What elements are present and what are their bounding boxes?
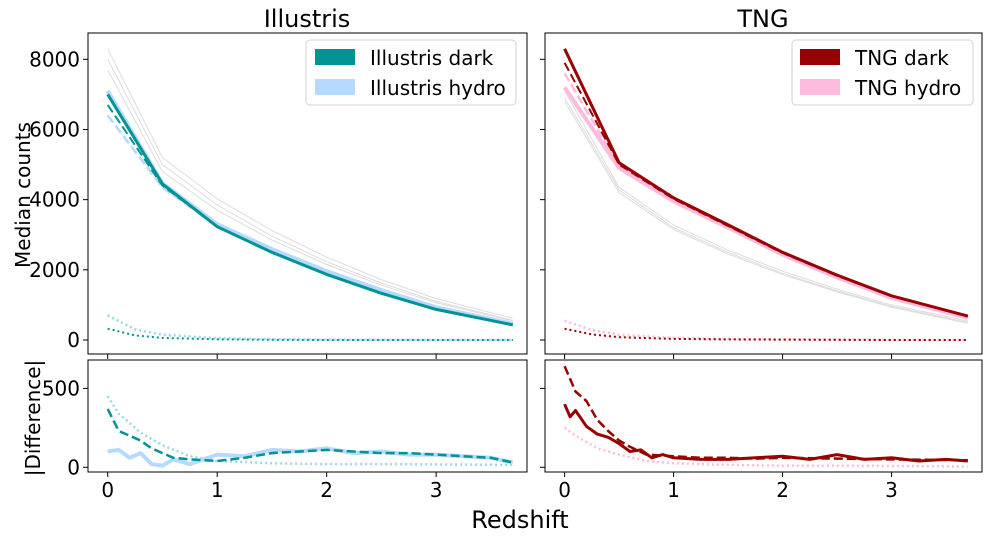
legend-label-illustris-hydro: Illustris hydro — [370, 76, 506, 100]
x-tick-label: 2 — [320, 478, 333, 502]
series-line-grey — [564, 97, 968, 323]
x-tick-label: 1 — [667, 478, 680, 502]
x-tick-label: 2 — [776, 478, 789, 502]
legend-swatch-tng-dark — [800, 49, 840, 65]
ylabel-difference: |Difference| — [21, 360, 45, 477]
series-line-hydro-dashed — [106, 114, 514, 326]
y-tick-label: 0 — [67, 455, 80, 479]
legend-tng: TNG dark TNG hydro — [791, 39, 974, 106]
x-tick-label: 0 — [558, 478, 571, 502]
series-illustris-diff — [106, 395, 514, 468]
ticks-tng-main — [540, 58, 893, 359]
title-tng: TNG — [736, 5, 788, 33]
legend-swatch-tng-hydro — [800, 79, 840, 95]
x-tick-label: 1 — [211, 478, 224, 502]
ylabel-median-counts: Median counts — [11, 122, 35, 268]
axes-tng-main — [544, 32, 983, 355]
y-tick-label: 4000 — [29, 188, 80, 212]
y-tick-label: 0 — [67, 328, 80, 352]
legend-frame — [305, 39, 517, 106]
ticks-illustris-main: 0 2000 4000 6000 8000 — [29, 47, 437, 359]
legend-label-tng-hydro: TNG hydro — [854, 76, 961, 100]
series-line-dark-dashed — [106, 408, 514, 464]
series-line-dark-dashed — [106, 104, 513, 326]
series-line-grey — [564, 90, 968, 322]
axes-illustris-main — [87, 32, 528, 355]
series-line-dark — [106, 93, 514, 327]
legend-label-illustris-dark: Illustris dark — [370, 46, 494, 70]
legend-swatch-illustris-hydro — [315, 79, 355, 95]
axes-illustris-diff — [87, 359, 528, 473]
y-tick-label: 8000 — [29, 47, 80, 71]
xlabel-redshift: Redshift — [471, 506, 568, 534]
x-tick-label: 3 — [430, 478, 443, 502]
y-tick-label: 500 — [42, 376, 80, 400]
y-tick-label: 6000 — [29, 117, 80, 141]
series-line-hydro-dashed — [563, 72, 969, 319]
y-tick-label: 2000 — [29, 258, 80, 282]
legend-swatch-illustris-dark — [315, 49, 355, 65]
series-tng-main — [562, 48, 969, 342]
series-line-hydro-dotted — [564, 319, 968, 342]
ticks-tng-diff: 0 1 2 3 — [540, 387, 898, 502]
series-line-hydro-dotted — [563, 426, 968, 468]
series-line-dark — [563, 403, 968, 463]
legend-illustris: Illustris dark Illustris hydro — [305, 39, 517, 106]
series-line-hydro — [105, 89, 514, 326]
ticks-illustris-diff: 0 1 2 3 0 500 — [42, 376, 443, 502]
series-line-hydro — [562, 86, 969, 320]
title-illustris: Illustris — [264, 5, 351, 33]
x-tick-label: 3 — [885, 478, 898, 502]
series-line-grey — [107, 59, 513, 321]
series-tng-diff — [563, 365, 968, 468]
x-tick-label: 0 — [101, 478, 114, 502]
series-line-grey — [107, 69, 513, 322]
series-line-grey — [107, 48, 513, 319]
series-line-dark-dotted — [564, 327, 968, 341]
series-line-hydro-dotted — [107, 314, 513, 342]
series-line-dark-dashed — [563, 62, 969, 318]
series-line-grey — [564, 101, 968, 324]
axes-tng-diff — [544, 359, 983, 473]
series-illustris-main — [105, 48, 514, 342]
series-line-dark-dotted — [107, 327, 513, 341]
legend-label-tng-dark: TNG dark — [854, 46, 949, 70]
